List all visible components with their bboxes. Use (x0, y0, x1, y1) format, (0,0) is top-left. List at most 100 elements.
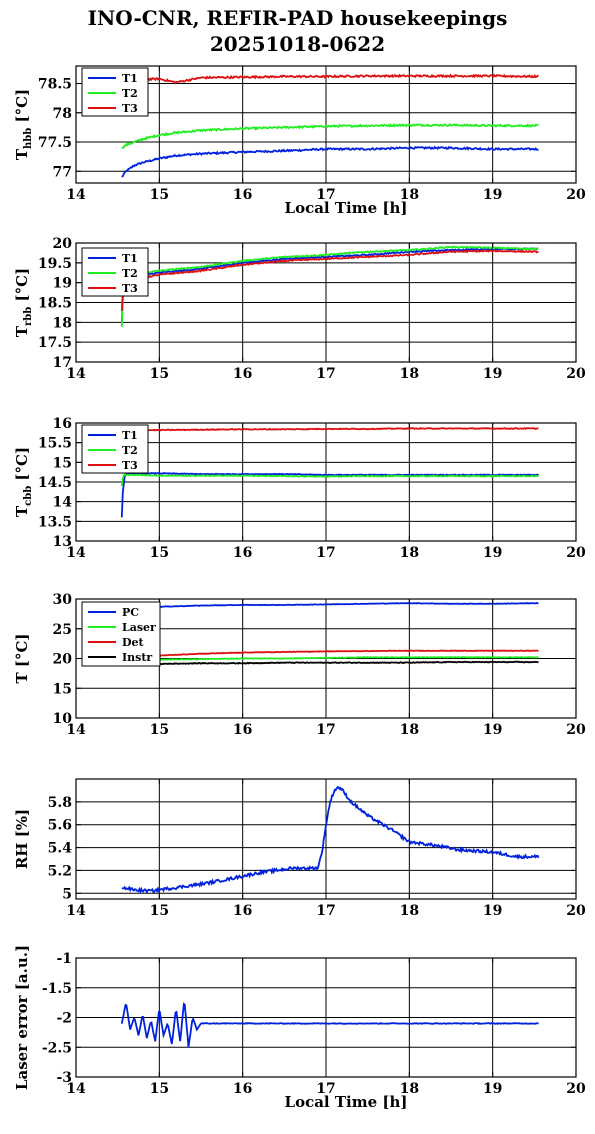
x-axis-label: Local Time [h] (285, 199, 408, 217)
x-tick-label: 18 (400, 366, 419, 382)
legend-label: T2 (122, 267, 138, 280)
x-tick-label: 15 (150, 1081, 169, 1097)
x-tick-label: 19 (483, 903, 502, 919)
y-axis-label: Thbb [°C] (13, 89, 34, 160)
x-tick-label: 14 (66, 187, 86, 203)
y-tick-label: 5.6 (48, 818, 72, 834)
series-line-t2 (121, 122, 539, 149)
x-tick-label: 19 (483, 1081, 502, 1097)
y-tick-label: -1 (56, 951, 72, 967)
y-tick-label: -1.5 (42, 981, 72, 997)
x-tick-label: 17 (316, 187, 335, 203)
x-tick-label: 16 (233, 903, 252, 919)
y-tick-label: 77.5 (38, 135, 72, 151)
y-tick-label: 19.5 (38, 256, 72, 272)
series-line-t2 (120, 245, 539, 327)
x-tick-label: 15 (150, 903, 169, 919)
y-tick-label: 20 (53, 236, 73, 252)
legend-label: PC (122, 606, 139, 619)
series-line-t1 (121, 145, 539, 178)
x-axis-label: Local Time [h] (285, 1093, 408, 1111)
legend-label: T2 (122, 444, 138, 457)
legend-label: Det (122, 636, 145, 649)
x-tick-label: 15 (150, 722, 169, 738)
y-tick-label: 78.5 (38, 77, 72, 93)
x-tick-label: 20 (566, 545, 586, 561)
x-tick-label: 14 (66, 1081, 86, 1097)
y-tick-label: 17 (53, 355, 72, 371)
series-line-rh (121, 786, 540, 894)
y-tick-label: 5.8 (48, 795, 72, 811)
x-tick-label: 19 (483, 187, 502, 203)
y-axis-label: Tcbb [°C] (13, 447, 34, 517)
y-tick-label: 20 (53, 652, 73, 668)
x-tick-label: 18 (400, 903, 419, 919)
x-tick-label: 17 (316, 722, 335, 738)
series-line-t3 (121, 426, 539, 432)
x-tick-label: 14 (66, 903, 86, 919)
y-tick-label: 30 (53, 592, 73, 608)
x-tick-label: 20 (566, 1081, 586, 1097)
y-tick-label: 18 (53, 315, 72, 331)
y-tick-label: 18.5 (38, 296, 72, 312)
y-tick-label: 5 (62, 886, 72, 902)
chart-title-line1: INO-CNR, REFIR-PAD housekeepings (87, 6, 508, 30)
x-tick-label: 17 (316, 545, 335, 561)
x-tick-label: 15 (150, 187, 169, 203)
x-tick-label: 20 (566, 187, 586, 203)
y-axis-label: T [°C] (13, 633, 31, 683)
series-line-det (121, 649, 539, 661)
y-tick-label: 16 (53, 416, 72, 432)
y-tick-label: 17.5 (38, 335, 72, 351)
y-axis-label: Laser error [a.u.] (13, 945, 31, 1090)
x-tick-label: 18 (400, 1081, 419, 1097)
y-tick-label: 14 (53, 495, 73, 511)
series-line-instr (121, 660, 539, 666)
y-tick-label: 14.5 (38, 475, 72, 491)
legend-label: T2 (122, 87, 138, 100)
x-tick-label: 15 (150, 545, 169, 561)
legend-label: Laser (122, 621, 156, 634)
x-tick-label: 20 (566, 903, 586, 919)
x-tick-label: 16 (233, 366, 252, 382)
y-tick-label: 15 (53, 681, 72, 697)
series-line-pc (121, 602, 539, 611)
x-tick-label: 16 (233, 1081, 252, 1097)
y-tick-label: 13.5 (38, 514, 72, 530)
x-tick-label: 17 (316, 366, 335, 382)
y-tick-label: 10 (53, 711, 73, 727)
y-tick-label: 15.5 (38, 436, 72, 452)
legend-label: T3 (122, 102, 138, 115)
y-tick-label: 5.2 (48, 863, 72, 879)
y-tick-label: -3 (56, 1070, 72, 1086)
x-tick-label: 17 (316, 903, 335, 919)
x-tick-label: 14 (66, 366, 86, 382)
x-tick-label: 15 (150, 366, 169, 382)
x-tick-label: 14 (66, 545, 86, 561)
y-tick-label: 19 (53, 276, 72, 292)
legend-label: T1 (122, 252, 138, 265)
y-axis-label: RH [%] (13, 809, 31, 869)
series-line-laser (121, 656, 539, 662)
x-tick-label: 19 (483, 545, 502, 561)
x-tick-label: 16 (233, 545, 252, 561)
x-tick-label: 17 (316, 1081, 335, 1097)
series-line-laser-error (120, 1002, 539, 1048)
y-tick-label: -2 (56, 1011, 72, 1027)
chart-title-line2: 20251018-0622 (209, 32, 386, 56)
legend-label: T3 (122, 282, 138, 295)
y-tick-label: 78 (53, 106, 72, 122)
x-tick-label: 19 (483, 722, 502, 738)
x-tick-label: 18 (400, 187, 419, 203)
x-tick-label: 20 (566, 722, 586, 738)
y-tick-label: 15 (53, 455, 72, 471)
x-tick-label: 19 (483, 366, 502, 382)
legend-label: T1 (122, 429, 138, 442)
y-tick-label: 5.4 (48, 841, 73, 857)
legend-label: T1 (122, 72, 138, 85)
x-tick-label: 18 (400, 722, 419, 738)
y-tick-label: -2.5 (42, 1040, 72, 1056)
series-line-t2 (120, 473, 539, 487)
y-tick-label: 77 (53, 164, 72, 180)
